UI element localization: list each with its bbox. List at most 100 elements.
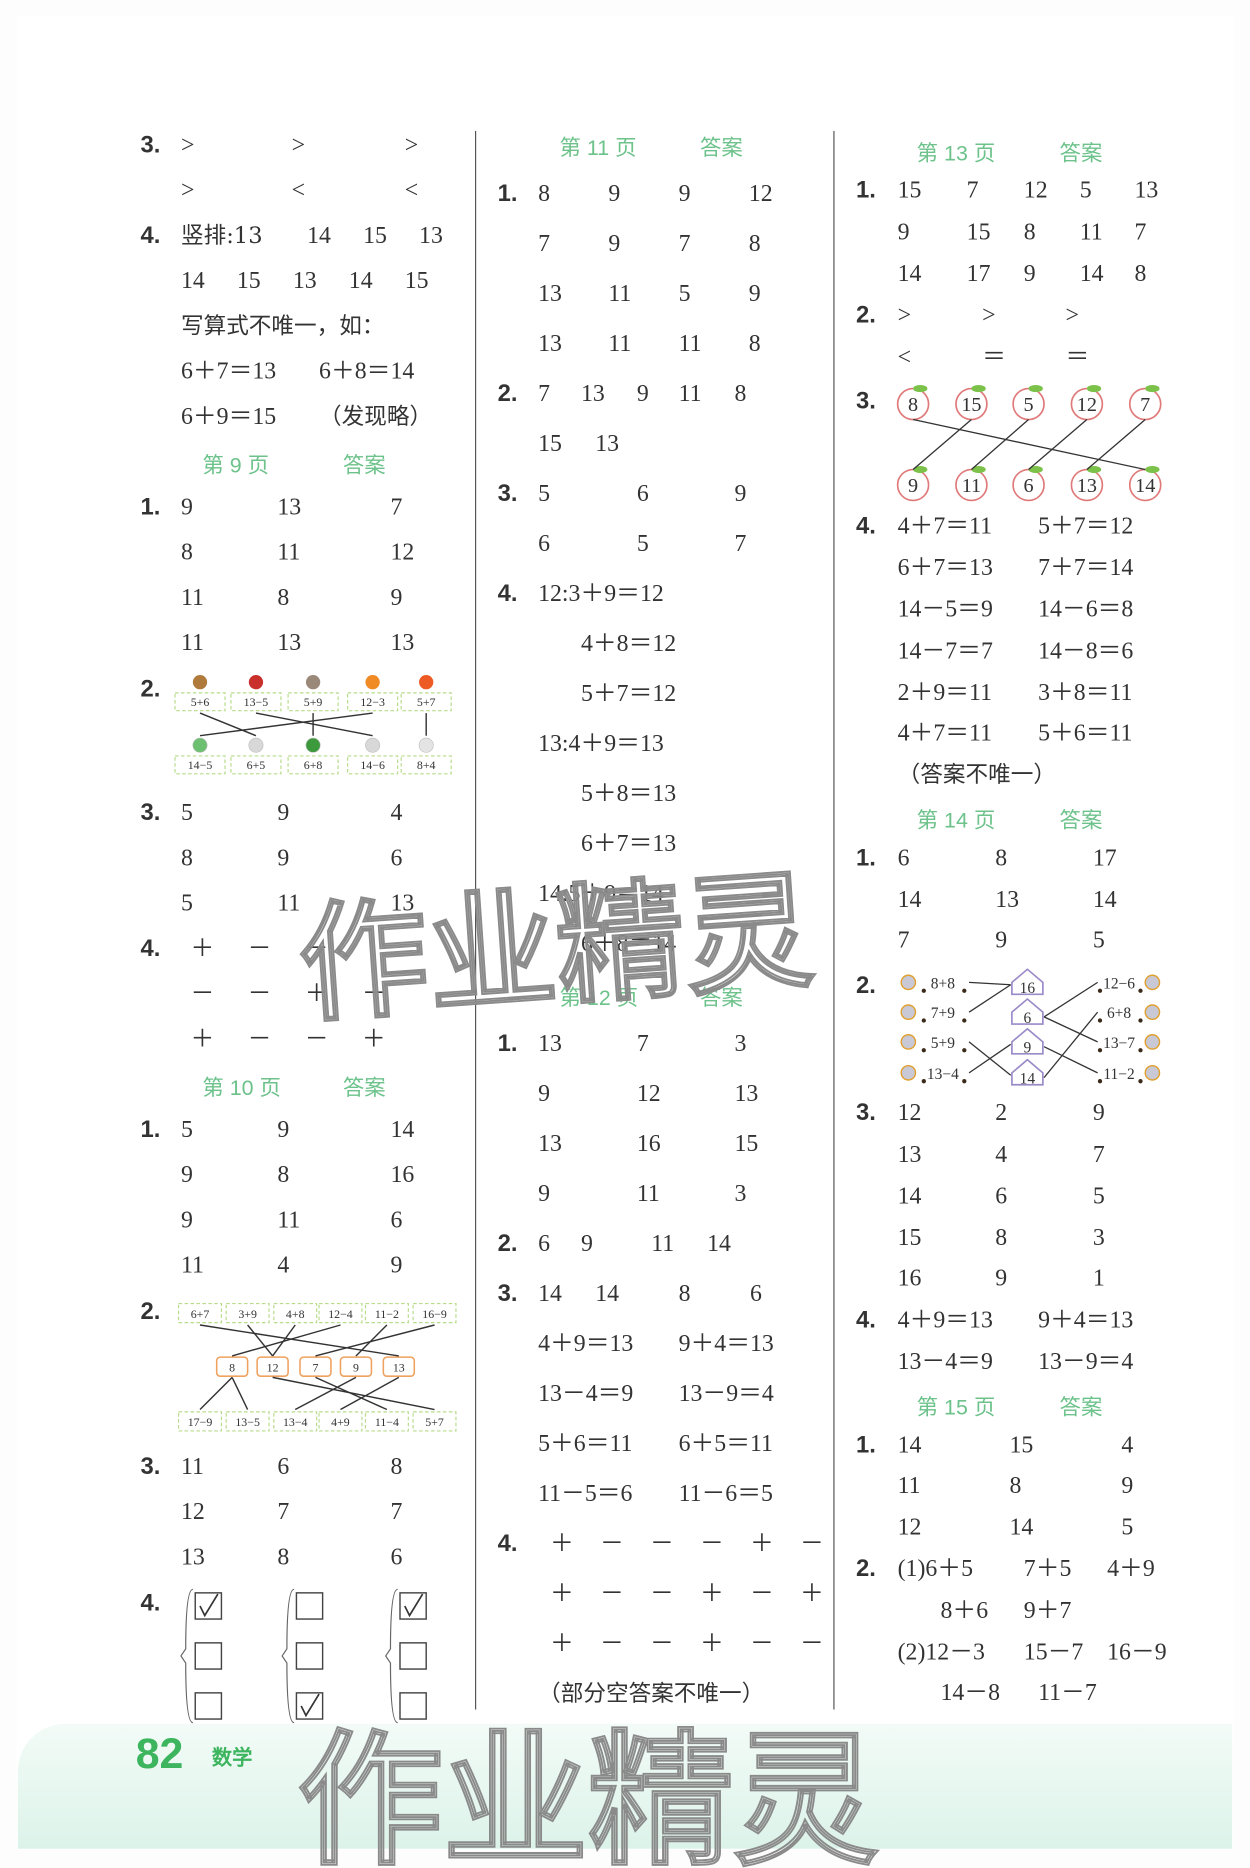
answer-value: 13－4＝9	[897, 1348, 993, 1375]
answer-value: >	[180, 177, 195, 204]
answer-value: 12	[636, 1080, 661, 1108]
answer-value: 12:3＋9＝12	[538, 580, 664, 608]
answer-value: 6＋7＝13	[180, 358, 277, 385]
page-frame	[16, 16, 1234, 1850]
answer-value: 15	[1009, 1431, 1034, 1458]
answer-value: 11	[678, 380, 702, 408]
answer-value: 11	[277, 1207, 301, 1234]
answer-value: 15	[897, 177, 922, 205]
answer-value: －	[699, 1530, 724, 1558]
answer-value: 9	[277, 1116, 290, 1143]
answer-value: ＋	[749, 1530, 774, 1558]
answer-value: 14	[1092, 886, 1117, 913]
answer-value: 7	[390, 1498, 403, 1525]
answer-value: 4＋9＝13	[897, 1307, 993, 1334]
answer-value: 9	[1092, 1100, 1105, 1127]
answer-value: 5＋7＝12	[580, 680, 677, 708]
question-number: 3.	[140, 1453, 161, 1480]
answer-value: 13	[897, 1141, 922, 1168]
answer-value: －	[361, 980, 386, 1008]
header-answer: 答案	[342, 453, 386, 478]
answer-value: 9	[277, 845, 290, 872]
answer-value: 11－7	[1038, 1680, 1097, 1707]
question-number: 1.	[855, 1431, 876, 1458]
answer-value: 9	[180, 494, 193, 521]
answer-value: 9	[580, 1230, 593, 1258]
answer-value: 5＋7＝12	[1038, 513, 1134, 540]
answer-value: 11	[636, 1180, 660, 1208]
question-number: 4.	[140, 1590, 161, 1617]
answer-value: ＋	[699, 1580, 724, 1608]
answer-value: 13	[390, 629, 415, 656]
question-number: 2.	[497, 380, 518, 408]
answer-value: 15	[538, 430, 562, 458]
answer-value: －	[247, 980, 272, 1008]
answer-value: 15	[363, 222, 387, 249]
question-number: 2.	[140, 676, 161, 703]
question-number: 2.	[497, 1230, 518, 1258]
answer-value: 14:5＋9＝14	[538, 880, 664, 908]
answer-value: －	[749, 1580, 774, 1608]
answer-value: 8	[180, 539, 193, 566]
answer-value: 14－7＝7	[897, 637, 993, 665]
answer-value: 7	[897, 927, 910, 955]
answer-value: 13	[277, 629, 302, 656]
answer-value: 13	[419, 222, 443, 249]
answer-value: －	[304, 1026, 329, 1053]
answer-value: >	[404, 132, 419, 159]
answer-value: 5	[1079, 177, 1092, 205]
answer-value: 16－9	[1107, 1638, 1167, 1665]
header-answer: 答案	[699, 135, 743, 160]
answer-value: ＋	[549, 1580, 574, 1608]
answer-value: 6	[390, 845, 403, 872]
answer-value: 12	[180, 1498, 205, 1525]
answer-value: 8	[277, 1161, 290, 1189]
answer-value: 15	[966, 219, 991, 246]
answer-value: 9	[1121, 1473, 1134, 1500]
answer-value: 11	[277, 890, 301, 917]
answer-value: －	[304, 935, 329, 962]
answer-value: 13	[390, 890, 415, 917]
answer-value: 4＋7＝11	[897, 513, 992, 540]
answer-value: 16	[897, 1265, 922, 1293]
answer-value: 写算式不唯一，如：	[180, 313, 385, 340]
answer-value: 11	[651, 1230, 675, 1258]
answer-value: 6	[897, 844, 910, 872]
answer-value: 14	[897, 886, 922, 913]
answer-value: ＋	[799, 1580, 824, 1608]
answer-value: 14	[538, 1280, 562, 1308]
footer-band	[17, 1723, 1233, 1849]
answer-value: 9	[1023, 260, 1036, 287]
answer-value: 11	[608, 330, 632, 358]
answer-value: －	[599, 1530, 624, 1558]
answer-value: 11－6＝5	[678, 1480, 773, 1508]
answer-value: 7＋7＝14	[1038, 554, 1134, 582]
question-number: 1.	[497, 1030, 518, 1058]
question-number: 3.	[140, 799, 161, 827]
answer-value: >	[180, 132, 195, 159]
answer-value: －	[190, 980, 215, 1008]
question-number: 3.	[497, 480, 518, 508]
answer-value: ＋	[361, 1026, 386, 1053]
answer-value: 9	[180, 1161, 193, 1189]
answer-value: 5	[180, 799, 193, 827]
question-number: 3.	[140, 132, 161, 159]
answer-value: 16	[636, 1130, 661, 1158]
answer-value: 6＋9＝15	[180, 403, 277, 430]
answer-value: 9	[995, 927, 1008, 955]
answer-value: 8	[180, 845, 193, 872]
question-number: 3.	[855, 1100, 876, 1127]
answer-value: 5	[678, 280, 691, 308]
answer-value: 9	[538, 1080, 550, 1108]
answer-value: 11	[897, 1473, 921, 1500]
answer-value: 11	[180, 1453, 204, 1480]
answer-value: <	[404, 177, 419, 204]
question-number: 2.	[855, 302, 876, 329]
header-page: 第 9 页	[202, 453, 270, 478]
answer-value: 8	[1134, 260, 1147, 287]
answer-value: （发现略）	[319, 403, 433, 430]
question-number: 3.	[855, 388, 876, 415]
answer-value: 6＋5＝11	[678, 1430, 773, 1458]
answer-value: 8	[1023, 219, 1036, 246]
answer-value: 7＋5	[1023, 1555, 1072, 1583]
